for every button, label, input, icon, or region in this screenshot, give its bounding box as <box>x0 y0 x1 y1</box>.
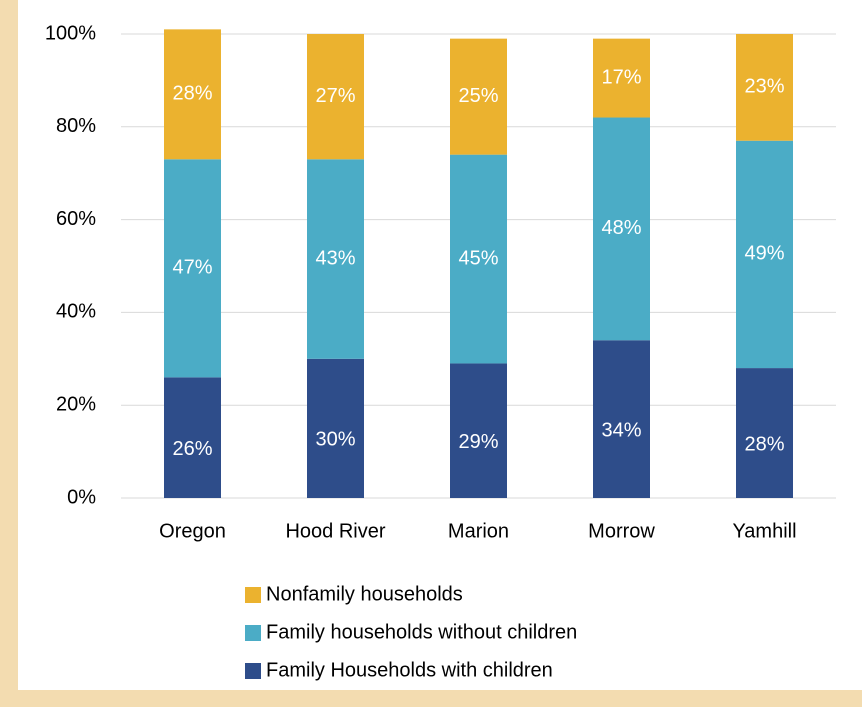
y-tick-label: 80% <box>56 115 96 137</box>
data-label: 26% <box>172 438 212 460</box>
x-tick-label: Yamhill <box>732 520 796 542</box>
y-tick-label: 60% <box>56 208 96 230</box>
y-tick-label: 0% <box>67 486 96 508</box>
x-tick-label: Hood River <box>285 520 385 542</box>
data-label: 43% <box>315 247 355 269</box>
bar-segment <box>450 363 507 498</box>
y-tick-label: 20% <box>56 393 96 415</box>
data-label: 23% <box>744 76 784 98</box>
bar-segment <box>593 340 650 498</box>
bar-segment <box>593 38 650 118</box>
bar-segment <box>450 38 507 155</box>
data-label: 48% <box>601 217 641 239</box>
y-tick-label: 100% <box>45 22 96 44</box>
bar-segment <box>736 140 793 369</box>
data-label: 28% <box>744 433 784 455</box>
legend-swatch <box>245 663 261 679</box>
x-tick-label: Morrow <box>588 520 655 542</box>
data-label: 45% <box>458 247 498 269</box>
data-label: 30% <box>315 429 355 451</box>
bar-segment <box>164 29 221 160</box>
data-label: 27% <box>315 85 355 107</box>
bar-segment <box>307 159 364 359</box>
data-label: 49% <box>744 243 784 265</box>
legend-swatch <box>245 625 261 641</box>
data-label: 28% <box>172 83 212 105</box>
bar-segment <box>593 117 650 341</box>
data-label: 34% <box>601 419 641 441</box>
bar-segment <box>307 34 364 160</box>
x-tick-label: Marion <box>448 520 509 542</box>
bar-segment <box>736 368 793 498</box>
bar-segment <box>164 377 221 498</box>
data-label: 25% <box>458 85 498 107</box>
bar-segment <box>307 358 364 498</box>
bar-segment <box>164 159 221 378</box>
bar-segment <box>736 34 793 141</box>
legend-label: Family Households with children <box>266 659 553 681</box>
legend-label: Nonfamily households <box>266 583 463 605</box>
y-tick-label: 40% <box>56 301 96 323</box>
bar-segment <box>450 154 507 364</box>
data-label: 29% <box>458 431 498 453</box>
chart-panel <box>18 0 862 690</box>
data-label: 47% <box>172 257 212 279</box>
x-tick-label: Oregon <box>159 520 226 542</box>
legend-label: Family households without children <box>266 621 577 643</box>
legend-swatch <box>245 587 261 603</box>
data-label: 17% <box>601 66 641 88</box>
